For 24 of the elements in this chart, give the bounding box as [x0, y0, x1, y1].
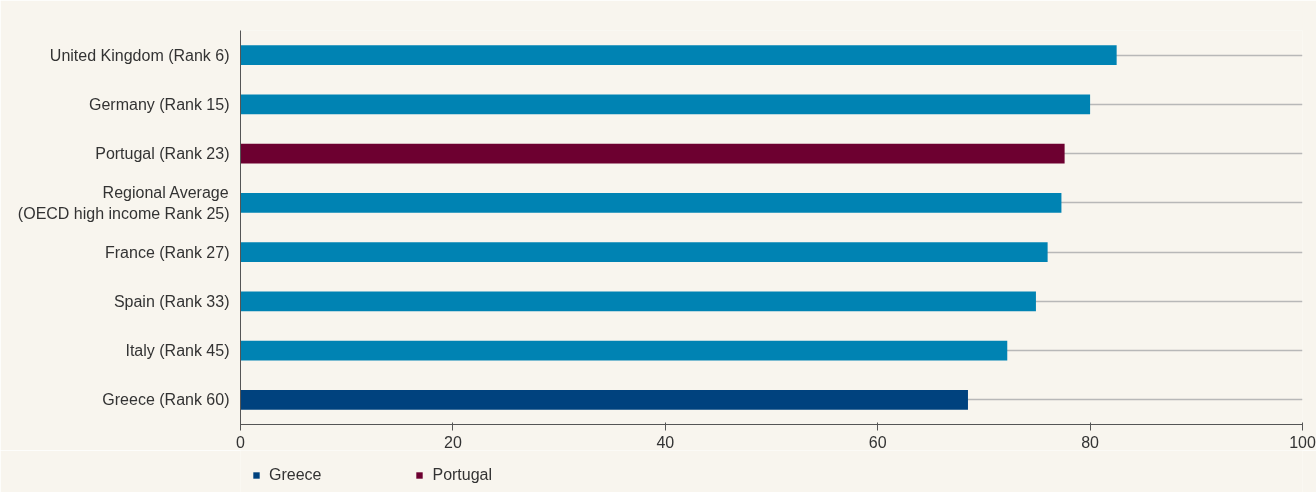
y-tick-label: Spain (Rank 33)	[113, 292, 230, 310]
bar	[240, 242, 1048, 262]
x-tick-label: 80	[1081, 433, 1100, 451]
x-tick-label: 60	[868, 433, 887, 451]
x-tick-label: 40	[656, 433, 675, 451]
bar	[240, 291, 1036, 312]
y-tick-label: France (Rank 27)	[105, 243, 230, 261]
legend-label: Greece	[269, 466, 322, 484]
bar	[240, 340, 1008, 361]
y-tick-label: United Kingdom (Rank 6)	[49, 46, 230, 64]
y-tick-label: Greece (Rank 60)	[102, 391, 230, 409]
legend-label: Portugal	[432, 466, 493, 484]
y-tick-label: Regional Average (OECD high income Rank 25)	[17, 184, 230, 222]
bar	[240, 45, 1117, 65]
bar	[240, 94, 1091, 115]
y-tick-label: Italy (Rank 45)	[125, 342, 230, 360]
bar	[240, 390, 968, 410]
bar	[240, 143, 1065, 164]
x-tick-label: 0	[236, 433, 246, 451]
y-tick-label: Portugal (Rank 23)	[95, 145, 230, 163]
x-tick-label: 100	[1289, 433, 1316, 451]
bar	[240, 193, 1062, 213]
y-tick-label: Germany (Rank 15)	[89, 95, 230, 113]
x-tick-label: 20	[444, 433, 462, 451]
